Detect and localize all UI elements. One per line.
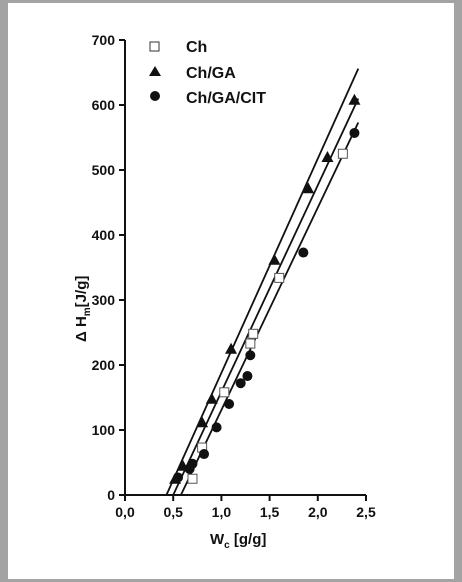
- data-point-open-square: [274, 272, 285, 283]
- data-point-open-square: [245, 338, 256, 349]
- y-tick-label: 300: [92, 292, 116, 308]
- y-axis-title-unit: [J/g]: [73, 276, 90, 308]
- data-point-filled-triangle: [348, 93, 361, 105]
- x-tick-label: 1,0: [212, 504, 232, 520]
- data-point-filled-circle: [173, 472, 184, 483]
- axes: 0,0 0,5 1,0 1,5 2,0 2,5 0 100 200 300 400 500 600 70…: [92, 32, 376, 520]
- x-axis-title: Wc [g/g]: [210, 531, 266, 551]
- fit-line-series-1: [165, 68, 360, 496]
- y-tick-label: 200: [92, 357, 116, 373]
- data-point-filled-circle: [245, 350, 256, 361]
- data-point-filled-triangle: [196, 416, 209, 428]
- x-tick-label: 2,0: [308, 504, 328, 520]
- data-point-filled-triangle: [302, 182, 315, 194]
- legend-label-ch-ga: Ch/GA: [186, 65, 236, 82]
- data-point-filled-triangle: [321, 151, 334, 162]
- y-tick-label: 400: [92, 227, 116, 243]
- fit-line-series-2: [180, 122, 360, 496]
- data-point-open-square: [248, 328, 259, 339]
- x-axis-title-main: W: [210, 531, 225, 548]
- x-tick-label: 0,5: [163, 504, 183, 520]
- y-tick-label: 100: [92, 422, 116, 438]
- data-point-filled-triangle: [225, 342, 238, 354]
- legend-marker-open-square: [149, 41, 160, 52]
- data-point-filled-circle: [211, 422, 222, 433]
- legend-label-ch-ga-cit: Ch/GA/CIT: [186, 90, 266, 107]
- legend-marker-filled-triangle: [149, 66, 161, 76]
- data-point-filled-circle: [235, 378, 246, 389]
- data-point-filled-circle: [187, 458, 198, 469]
- x-tick-label: 2,5: [356, 504, 376, 520]
- y-tick-label: 600: [92, 97, 116, 113]
- y-axis-title-subscript: m: [82, 307, 93, 316]
- y-tick-label: 700: [92, 32, 116, 48]
- data-points: [169, 93, 361, 484]
- y-axis-ticks: 0 100 200 300 400 500 600 700: [92, 32, 125, 503]
- x-axis-title-unit: [g/g]: [230, 531, 267, 548]
- x-axis-title-subscript: c: [224, 540, 230, 551]
- x-tick-label: 1,5: [260, 504, 280, 520]
- data-point-filled-circle: [349, 127, 360, 138]
- data-point-open-square: [219, 387, 230, 398]
- y-tick-label: 500: [92, 162, 116, 178]
- y-axis-title-main: Δ H: [73, 316, 90, 342]
- data-point-filled-triangle: [205, 392, 218, 404]
- data-point-filled-circle: [224, 399, 235, 409]
- data-point-filled-circle: [242, 371, 253, 382]
- fit-line-series-0: [172, 98, 360, 496]
- x-tick-label: 0,0: [115, 504, 135, 520]
- legend-marker-filled-circle: [150, 91, 160, 101]
- data-point-filled-circle: [298, 247, 309, 258]
- x-axis-ticks: 0,0 0,5 1,0 1,5 2,0 2,5: [115, 495, 376, 520]
- y-axis-title: Δ Hm[J/g]: [73, 276, 93, 342]
- legend-label-ch: Ch: [186, 39, 207, 56]
- data-point-open-square: [187, 473, 198, 484]
- y-tick-label: 0: [107, 487, 115, 503]
- data-point-open-square: [337, 148, 348, 159]
- legend: Ch Ch/GA Ch/GA/CIT: [149, 39, 266, 107]
- data-point-filled-triangle: [268, 253, 281, 265]
- data-point-filled-circle: [199, 449, 210, 460]
- fit-lines: [165, 68, 360, 496]
